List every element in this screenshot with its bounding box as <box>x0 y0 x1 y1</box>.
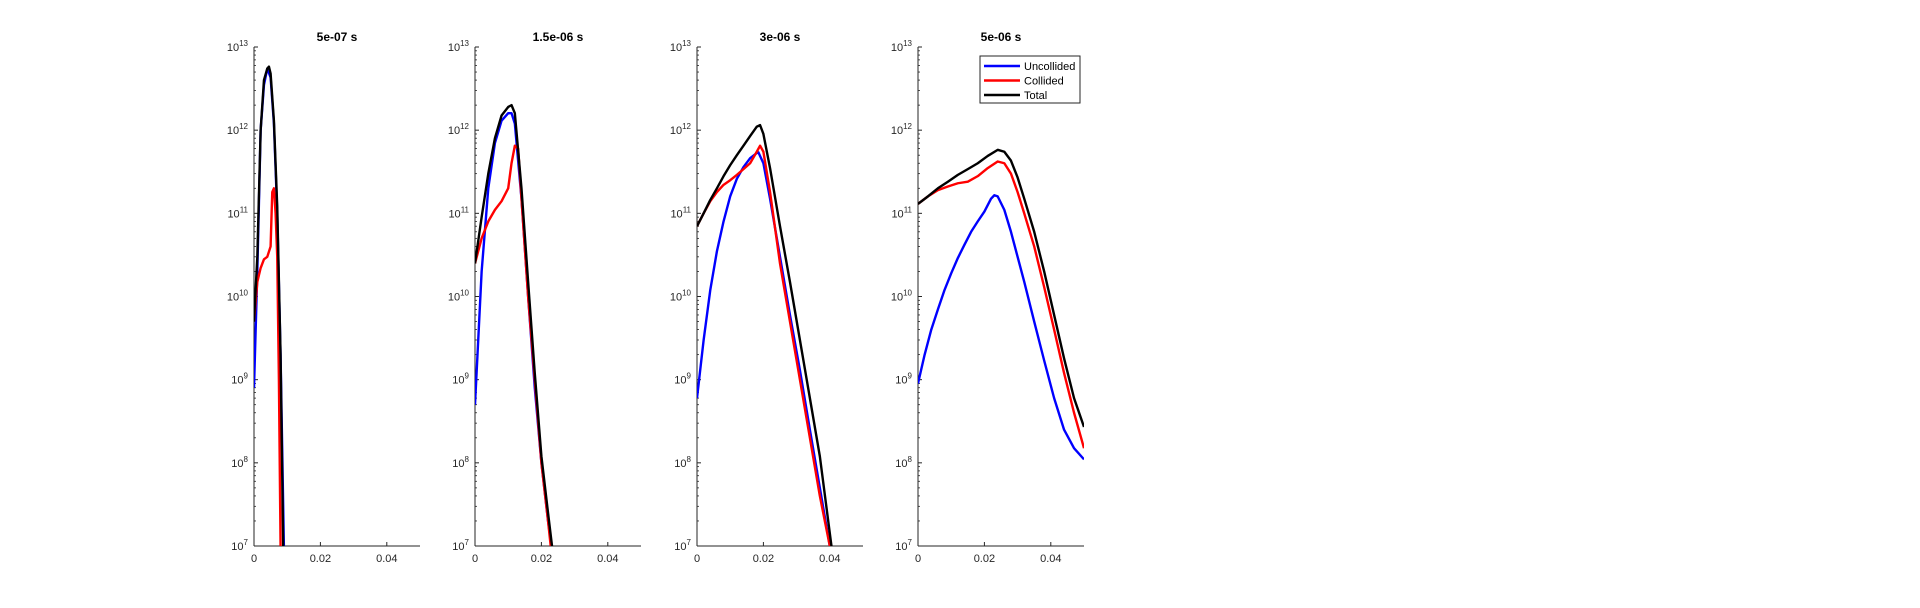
y-tick-label: 107 <box>452 538 469 553</box>
series-line-total <box>475 103 554 546</box>
x-tick-label: 0.02 <box>753 553 774 565</box>
y-tick-label: 1012 <box>891 122 913 137</box>
chart-title: 5e-06 s <box>981 30 1022 44</box>
y-tick-label: 1010 <box>448 289 470 304</box>
chart-title: 5e-07 s <box>317 30 358 44</box>
series-line-collided <box>697 144 831 546</box>
y-tick-label: 1013 <box>227 39 249 54</box>
series-line-collided <box>918 160 1084 449</box>
y-tick-label: 1011 <box>448 205 469 220</box>
x-tick-label: 0.02 <box>974 553 995 565</box>
y-tick-label: 1012 <box>448 122 470 137</box>
series-line-uncollided <box>918 194 1084 461</box>
series-line-collided <box>254 187 282 546</box>
y-tick-label: 1010 <box>891 289 913 304</box>
y-tick-label: 109 <box>895 372 912 387</box>
y-tick-label: 1013 <box>670 39 692 54</box>
y-tick-label: 109 <box>231 372 248 387</box>
y-tick-label: 108 <box>674 455 691 470</box>
legend-label-collided: Collided <box>1024 76 1064 88</box>
x-tick-label: 0.02 <box>531 553 552 565</box>
series-line-total <box>697 123 833 546</box>
chart-title: 3e-06 s <box>760 30 801 44</box>
y-tick-label: 1013 <box>448 39 470 54</box>
x-tick-label: 0.04 <box>597 553 618 565</box>
x-tick-label: 0.04 <box>819 553 840 565</box>
y-tick-label: 1011 <box>670 205 691 220</box>
y-tick-label: 107 <box>231 538 248 553</box>
y-tick-label: 1011 <box>227 205 248 220</box>
x-tick-label: 0.02 <box>310 553 331 565</box>
y-tick-label: 1010 <box>670 289 692 304</box>
x-tick-label: 0 <box>251 553 257 565</box>
y-tick-label: 107 <box>674 538 691 553</box>
y-tick-label: 109 <box>452 372 469 387</box>
y-tick-label: 1012 <box>670 122 692 137</box>
x-tick-label: 0.04 <box>376 553 397 565</box>
y-tick-label: 108 <box>452 455 469 470</box>
legend-label-uncollided: Uncollided <box>1024 61 1075 73</box>
y-tick-label: 109 <box>674 372 691 387</box>
y-tick-label: 1010 <box>227 289 249 304</box>
chart-panel-2: 1.5e-06 s 107 108 109 1010 1011 1012 1013 0 0.02 0… <box>448 30 641 565</box>
x-tick-label: 0 <box>472 553 478 565</box>
chart-panel-3: 3e-06 s 107 108 109 1010 1011 1012 1013 0 0.02 0.0… <box>670 30 863 565</box>
y-tick-label: 1012 <box>227 122 249 137</box>
chart-title: 1.5e-06 s <box>533 30 584 44</box>
chart-panel-4: 5e-06 s 107 108 109 1010 1011 1012 1013 0 0.02 0.0… <box>891 30 1084 565</box>
y-tick-label: 1013 <box>891 39 913 54</box>
series-line-total <box>254 65 285 546</box>
y-tick-label: 1011 <box>891 205 912 220</box>
x-tick-label: 0 <box>694 553 700 565</box>
series-line-total <box>918 148 1084 428</box>
y-tick-label: 108 <box>231 455 248 470</box>
x-tick-label: 0 <box>915 553 921 565</box>
series-line-uncollided <box>697 151 831 546</box>
x-tick-label: 0.04 <box>1040 553 1061 565</box>
legend-label-total: Total <box>1024 90 1047 102</box>
chart-panel-1: 5e-07 s 107 108 109 1010 1011 1012 1013 0 0.02 0.0… <box>227 30 420 565</box>
legend: Uncollided Collided Total <box>979 55 1081 104</box>
y-tick-label: 107 <box>895 538 912 553</box>
y-tick-label: 108 <box>895 455 912 470</box>
